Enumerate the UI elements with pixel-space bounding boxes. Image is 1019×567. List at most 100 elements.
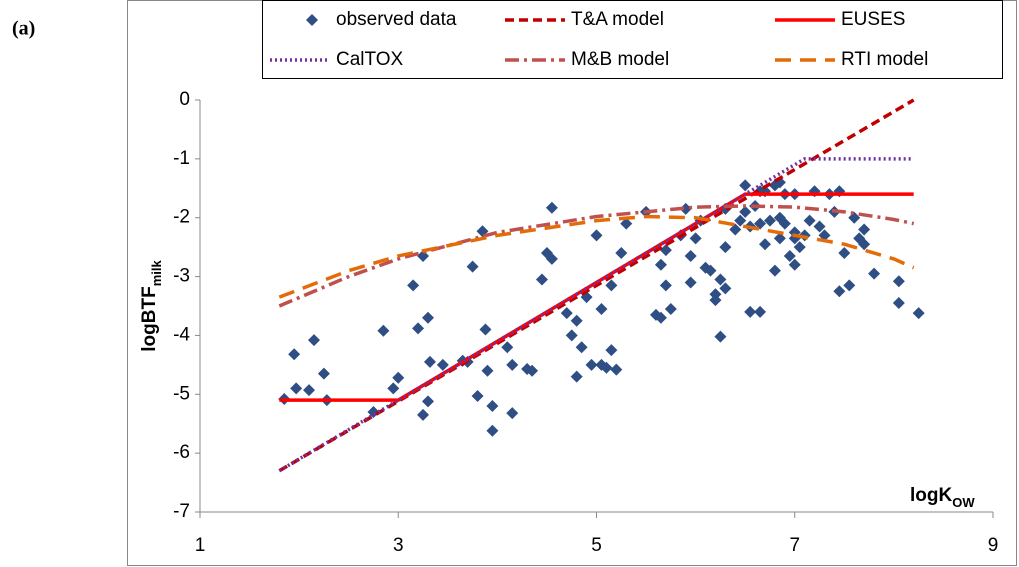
data-point [858,223,871,236]
data-point [773,232,786,245]
data-point [892,275,905,288]
data-point [912,307,925,320]
x-tick-label: 9 [988,535,999,556]
y-axis-label-sub: milk [149,260,164,287]
data-point [813,220,826,233]
data-point [754,305,767,318]
data-point [535,273,548,286]
data-point [684,276,697,289]
data-point [739,179,752,192]
data-point [838,247,851,260]
data-point [759,238,772,251]
data-point [679,202,692,215]
data-point [664,302,677,315]
legend-symbol [306,14,318,26]
data-point [714,273,727,286]
data-point [377,324,390,337]
data-point [585,358,598,371]
legend-label: RTI model [841,49,928,70]
data-point [412,322,425,335]
y-tick-label: -3 [173,266,190,287]
data-point [659,279,672,292]
data-point [729,223,742,236]
data-point [892,297,905,310]
x-tick-label: 3 [393,535,404,556]
data-point [833,285,846,298]
series-line [278,204,915,308]
data-point [423,355,436,368]
x-axis-label: logKOW [910,485,975,510]
legend-label: EUSES [841,9,905,30]
data-point [768,264,781,277]
data-point [421,395,434,408]
legend-label: observed data [336,9,457,30]
data-point [545,252,558,265]
data-point [848,211,861,224]
data-point [654,311,667,324]
data-point [595,302,608,315]
data-point [868,267,881,280]
data-point [763,214,776,227]
y-tick-label: -2 [173,207,190,228]
y-tick-label: -7 [173,501,190,522]
data-point [783,249,796,262]
data-point [605,279,618,292]
data-point [526,364,539,377]
data-point [843,279,856,292]
data-point [600,361,613,374]
data-point [471,390,484,403]
data-point [545,201,558,214]
y-axis-label-main: logBTF [139,286,160,351]
data-point [615,247,628,260]
data-point [506,407,519,420]
data-point [689,232,702,245]
legend-box [262,0,1003,79]
data-point [307,334,320,347]
data-point [436,358,449,371]
data-point [610,363,623,376]
data-point [466,260,479,273]
data-point [605,344,618,357]
data-point [739,205,752,218]
data-point [486,424,499,437]
data-point [719,241,732,254]
x-tick-label: 1 [195,535,206,556]
x-axis-label-main: logK [910,485,952,506]
x-tick-label: 7 [789,535,800,556]
data-point [684,249,697,262]
y-tick-label: -6 [173,442,190,463]
legend-label: CalTOX [336,49,404,70]
data-point [570,314,583,327]
data-point [407,279,420,292]
panel-label: (a) [12,18,35,40]
data-point [501,341,514,354]
x-axis-label-sub: OW [952,495,975,510]
data-point [778,217,791,230]
data-point [288,348,301,361]
chart-frame [127,0,1017,566]
series-line [278,98,915,473]
data-point [788,258,801,271]
data-point [303,384,316,397]
data-point [570,370,583,383]
y-tick-label: -1 [173,148,190,169]
data-point [719,282,732,295]
data-point [481,364,494,377]
series-line [278,214,915,299]
data-point [290,382,303,395]
series-line [278,157,914,473]
data-point [744,305,757,318]
data-point [714,330,727,343]
x-tick-label: 5 [591,535,602,556]
data-point [704,264,717,277]
data-point [421,311,434,324]
data-point [659,244,672,257]
data-point [858,238,871,251]
y-axis-label: logBTFmilk [139,260,164,352]
data-point [317,367,330,380]
data-point [387,382,400,395]
y-tick-label: -4 [173,324,190,345]
data-point [754,217,767,230]
